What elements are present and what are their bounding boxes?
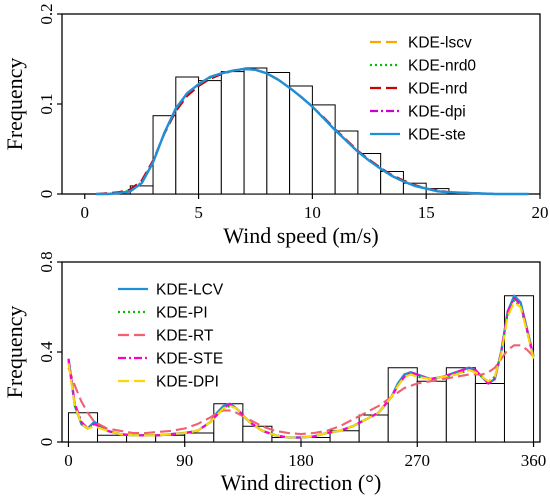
y-ticks: 0 0.1 0.2 bbox=[37, 3, 62, 198]
histogram-bar bbox=[243, 67, 268, 195]
x-tick-label: 180 bbox=[288, 451, 314, 470]
legend-label: KDE-RT bbox=[156, 328, 214, 345]
legend-label: KDE-ste bbox=[408, 127, 466, 144]
histogram-bar bbox=[184, 432, 215, 443]
histogram-bar bbox=[67, 412, 99, 443]
legend-label: KDE-nrd bbox=[408, 81, 467, 98]
legend-label: KDE-DPI bbox=[156, 374, 219, 391]
histogram-bar bbox=[445, 367, 476, 443]
legend-label: KDE-dpi bbox=[408, 104, 466, 121]
histogram-bar bbox=[198, 80, 222, 195]
x-tick-label: 10 bbox=[304, 203, 321, 222]
histogram-bar bbox=[97, 434, 128, 443]
histogram-bar bbox=[416, 380, 447, 443]
kde-line-kde-ste bbox=[96, 67, 529, 196]
y-tick-label: 0.8 bbox=[37, 251, 56, 272]
y-tick-label: 0.1 bbox=[37, 93, 56, 114]
histogram-bar bbox=[474, 383, 505, 443]
y-tick-label: 0 bbox=[37, 190, 56, 199]
histogram-bar bbox=[503, 295, 535, 443]
kde-curves bbox=[96, 67, 529, 196]
x-tick-label: 20 bbox=[532, 203, 549, 222]
kde-line-kde-dpi bbox=[67, 301, 535, 439]
x-ticks: 0 90 180 270 360 bbox=[64, 442, 546, 470]
histogram-bars bbox=[67, 295, 535, 443]
x-tick-label: 15 bbox=[418, 203, 435, 222]
x-tick-label: 90 bbox=[176, 451, 193, 470]
legend-label: KDE-lscv bbox=[408, 35, 472, 52]
legend: KDE-lscv KDE-nrd0 KDE-nrd KDE-dpi KDE-ste bbox=[370, 35, 476, 144]
y-tick-label: 0.2 bbox=[37, 3, 56, 24]
legend-label: KDE-nrd0 bbox=[408, 58, 476, 75]
kde-curves bbox=[67, 294, 535, 439]
x-tick-label: 5 bbox=[194, 203, 203, 222]
x-axis-label: Wind direction (°) bbox=[221, 470, 382, 495]
wind-direction-panel: 0 90 180 270 360 00.40.8 Wind direction (°) … bbox=[2, 251, 546, 495]
histogram-bar bbox=[266, 72, 291, 195]
y-tick-label: 0 bbox=[37, 438, 56, 447]
histogram-bar bbox=[358, 414, 389, 443]
x-tick-label: 0 bbox=[81, 203, 90, 222]
x-ticks: 0 5 10 15 20 bbox=[81, 194, 549, 222]
legend: KDE-LCV KDE-PI KDE-RT KDE-STE KDE-DPI bbox=[118, 282, 224, 391]
kde-line-kde-rt bbox=[67, 344, 535, 436]
x-axis-label: Wind speed (m/s) bbox=[223, 223, 379, 248]
x-tick-label: 270 bbox=[405, 451, 431, 470]
legend-label: KDE-PI bbox=[156, 305, 208, 322]
y-axis-label: Frequency bbox=[2, 58, 27, 151]
x-tick-label: 360 bbox=[521, 451, 547, 470]
histogram-bar bbox=[220, 71, 245, 195]
wind-speed-panel: 0 5 10 15 20 0 0.1 0.2 Wind speed (m/s) Freque… bbox=[2, 3, 549, 248]
y-ticks: 0 0.4 0.8 bbox=[37, 251, 62, 446]
x-tick-label: 0 bbox=[64, 451, 73, 470]
legend-label: KDE-STE bbox=[156, 351, 223, 368]
legend-label: KDE-LCV bbox=[156, 282, 224, 299]
y-tick-label: 0.4 bbox=[37, 341, 56, 363]
y-axis-label: Frequency bbox=[2, 306, 27, 399]
